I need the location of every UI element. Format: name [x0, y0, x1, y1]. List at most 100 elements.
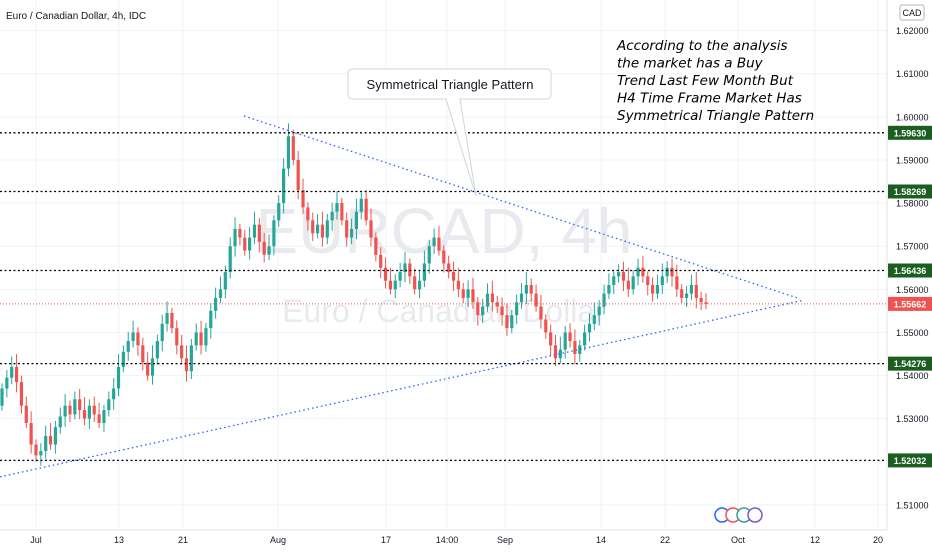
candle-body [48, 435, 53, 445]
candle-body [524, 285, 528, 294]
candle-body [549, 332, 553, 346]
candle-body [578, 345, 582, 354]
candle-body [471, 289, 475, 303]
candle-body [19, 382, 24, 406]
candle-body [214, 297, 218, 311]
analysis-note-line: Symmetrical Triangle Pattern [617, 108, 814, 124]
candle-body [243, 237, 247, 251]
candle-body [369, 220, 373, 238]
candle-body [24, 405, 28, 423]
candle-body [209, 310, 213, 329]
candle-body [602, 293, 606, 307]
candle-body [359, 198, 363, 212]
candle-body [670, 267, 674, 277]
candle-body [432, 237, 436, 247]
candle-body [660, 276, 664, 286]
candle-body [146, 362, 150, 376]
candle-body [617, 272, 621, 277]
candle-body [481, 306, 485, 316]
candle-body [495, 302, 499, 307]
candle-body [568, 332, 572, 342]
candle-body [87, 405, 91, 419]
candle-body [150, 358, 155, 376]
time-tick-label: 22 [660, 535, 670, 545]
candle-body [78, 399, 82, 411]
price-tick-label: 1.54000 [896, 371, 929, 381]
candle-body [107, 399, 111, 411]
candle-body [223, 272, 227, 290]
candle-body [218, 289, 223, 298]
candle-body [485, 293, 490, 307]
candle-body [141, 345, 145, 363]
candle-body [286, 136, 291, 169]
candle-body [349, 228, 354, 238]
price-tick-label: 1.53000 [896, 414, 929, 424]
candle-body [427, 246, 431, 264]
candle-body [257, 224, 261, 242]
candle-body [592, 315, 596, 324]
lower-trendline [0, 299, 803, 478]
time-axis[interactable]: Jul 13 21 Aug 17 14:00 Sep 14 22 Oct 12 20 [0, 529, 932, 550]
candle-body [34, 444, 38, 456]
price-tick-label: 1.62000 [896, 26, 929, 36]
candle-body [184, 358, 189, 372]
candle-body [451, 272, 456, 281]
candle-body [587, 323, 592, 333]
analysis-note-line: Trend Last Few Month But [617, 73, 794, 89]
candle-body [534, 293, 538, 307]
time-tick-label: 20 [873, 535, 883, 545]
candle-body [282, 168, 286, 204]
candle-body [311, 220, 315, 234]
candle-body [165, 313, 169, 324]
candle-body [155, 341, 159, 359]
candle-body [82, 410, 87, 419]
candle-body [97, 414, 101, 423]
candle-body [277, 203, 281, 221]
candle-body [136, 332, 140, 346]
candle-body [422, 263, 426, 281]
candle-body [650, 285, 655, 294]
last-price-label: 1.55662 [894, 299, 927, 309]
upper-trendline [243, 115, 801, 300]
candle-body [515, 302, 519, 316]
candle-body [102, 410, 106, 423]
candle-body [194, 332, 198, 346]
watermark-name: Euro / Canadian Dollar [282, 293, 606, 329]
candlestick-series [0, 123, 708, 466]
candle-body [675, 276, 679, 290]
candle-body [573, 341, 577, 354]
candle-body [398, 272, 402, 281]
candle-body [519, 293, 524, 303]
candle-body [204, 328, 208, 346]
candle-body [296, 159, 300, 191]
time-tick-label: 14 [596, 535, 606, 545]
candle-body [442, 250, 446, 264]
pattern-callout[interactable]: Symmetrical Triangle Pattern [347, 68, 552, 197]
candle-body [10, 366, 14, 378]
price-tick-label: 1.56000 [896, 285, 929, 295]
candle-body [73, 399, 77, 415]
candle-body [63, 405, 67, 417]
candle-body [437, 237, 441, 251]
candle-body [364, 198, 368, 221]
currency-badge[interactable]: CAD [899, 4, 925, 21]
price-axis[interactable]: 1.62000 1.61000 1.60000 1.59000 1.58000 1.570… [886, 0, 932, 530]
candle-body [58, 416, 62, 428]
level-price-badge [888, 184, 932, 199]
candle-body [699, 297, 703, 303]
candle-body [383, 267, 388, 281]
candle-body [53, 427, 58, 445]
candle-body [539, 306, 543, 320]
publisher-logo [714, 507, 763, 523]
time-tick-label: Oct [731, 535, 746, 545]
candle-body [597, 306, 601, 316]
candle-body [291, 136, 295, 160]
candle-body [39, 451, 43, 456]
candle-body [607, 285, 611, 294]
candle-body [92, 405, 96, 415]
candle-body [262, 241, 266, 255]
candle-body [252, 224, 257, 238]
candle-body [335, 203, 339, 212]
